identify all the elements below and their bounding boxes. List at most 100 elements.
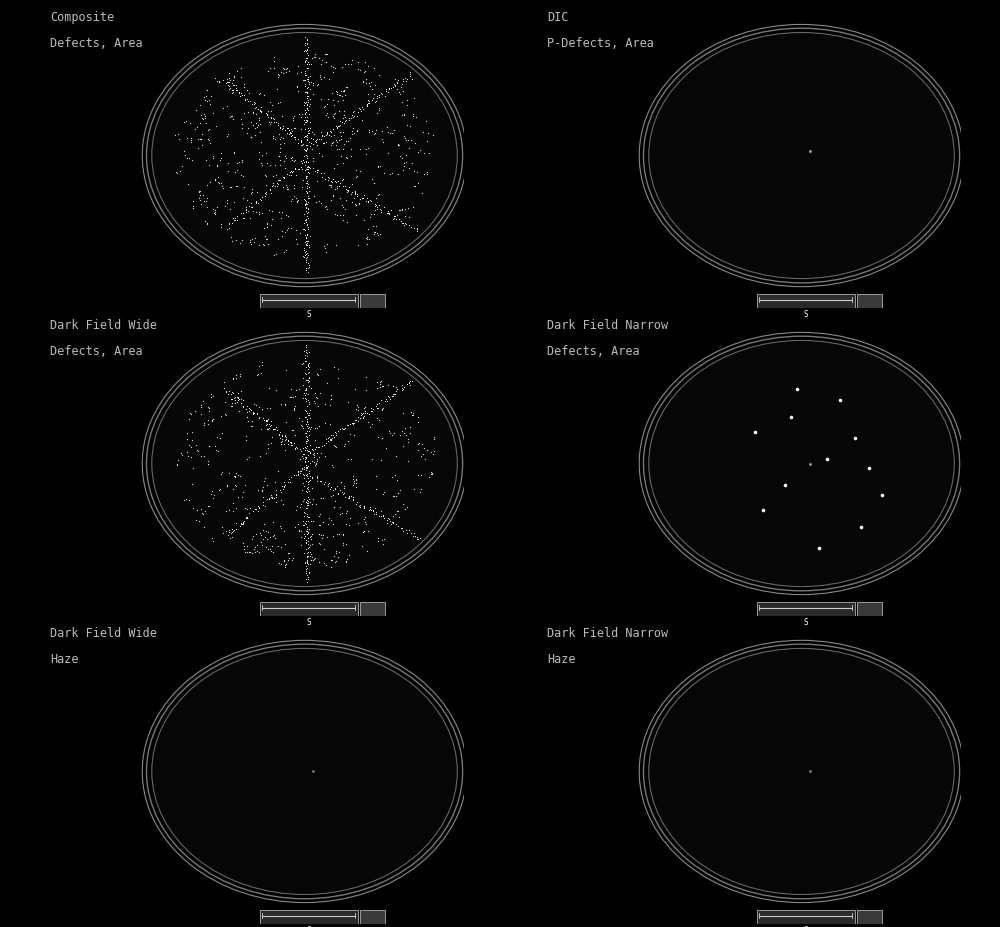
Point: [297, 143, 313, 158]
Point: [229, 163, 245, 178]
Point: [213, 467, 229, 482]
Point: [258, 540, 274, 554]
Point: [348, 479, 364, 494]
Point: [253, 105, 269, 120]
Point: [292, 464, 308, 478]
Point: [261, 416, 277, 431]
Point: [294, 138, 310, 153]
Point: [323, 433, 339, 448]
Point: [198, 153, 214, 168]
Point: [297, 350, 313, 365]
Point: [398, 427, 414, 442]
Point: [227, 165, 243, 180]
Point: [214, 179, 230, 194]
Point: [301, 405, 317, 420]
Point: [302, 228, 318, 243]
Point: [395, 215, 411, 230]
Point: [366, 86, 382, 101]
Point: [306, 189, 322, 204]
Point: [278, 430, 294, 445]
Point: [223, 391, 239, 406]
Point: [290, 465, 306, 480]
Point: [299, 545, 315, 560]
Point: [345, 416, 361, 431]
Text: Defects, Area: Defects, Area: [50, 37, 143, 50]
Point: [348, 198, 364, 213]
Point: [296, 222, 312, 236]
Point: [348, 497, 364, 512]
Point: [249, 120, 265, 134]
Point: [263, 418, 279, 433]
Point: [322, 417, 338, 432]
Point: [233, 396, 249, 411]
Point: [320, 434, 336, 449]
Point: [298, 435, 314, 450]
Point: [394, 381, 410, 396]
Point: [226, 523, 242, 538]
Point: [370, 531, 386, 546]
Point: [322, 433, 338, 448]
Point: [264, 178, 280, 193]
Point: [204, 413, 220, 428]
Point: [426, 431, 442, 446]
Point: [257, 168, 273, 183]
Point: [337, 437, 353, 451]
Point: [369, 397, 385, 412]
Point: [301, 424, 317, 438]
Point: [377, 393, 393, 408]
Point: [375, 536, 391, 551]
Point: [215, 101, 231, 116]
Point: [297, 158, 313, 172]
Point: [255, 532, 271, 547]
Point: [300, 416, 316, 431]
Point: [298, 559, 314, 574]
Point: [299, 226, 315, 241]
Point: [212, 152, 228, 167]
Point: [323, 124, 339, 139]
Point: [203, 487, 219, 502]
Point: [390, 518, 406, 533]
Point: [347, 382, 363, 397]
Point: [423, 467, 439, 482]
Point: [338, 554, 354, 569]
Point: [226, 145, 242, 159]
Point: [259, 422, 275, 437]
Point: [274, 478, 290, 493]
Point: [296, 192, 312, 207]
Point: [349, 108, 365, 123]
Point: [299, 398, 315, 413]
Point: [254, 190, 270, 205]
Point: [284, 438, 300, 452]
Point: [307, 441, 323, 456]
Point: [299, 466, 315, 481]
Point: [326, 549, 342, 564]
Point: [383, 81, 399, 95]
Point: [297, 107, 313, 121]
Point: [252, 125, 268, 140]
Point: [209, 200, 225, 215]
Point: [332, 500, 348, 514]
Point: [381, 81, 397, 95]
Point: [303, 531, 319, 546]
Point: [299, 461, 315, 476]
Point: [283, 381, 299, 396]
Point: [298, 386, 314, 400]
Point: [386, 210, 402, 225]
Point: [308, 439, 324, 454]
Point: [293, 538, 309, 552]
Point: [348, 162, 364, 177]
Ellipse shape: [649, 32, 954, 279]
Point: [222, 530, 238, 545]
Point: [272, 518, 288, 533]
Point: [293, 137, 309, 152]
Point: [293, 523, 309, 538]
Point: [286, 121, 302, 135]
Point: [297, 453, 313, 468]
Point: [374, 378, 390, 393]
Point: [802, 456, 818, 471]
Point: [275, 119, 291, 133]
Point: [207, 203, 223, 218]
Point: [371, 68, 387, 83]
Point: [360, 95, 376, 110]
Point: [305, 447, 321, 462]
